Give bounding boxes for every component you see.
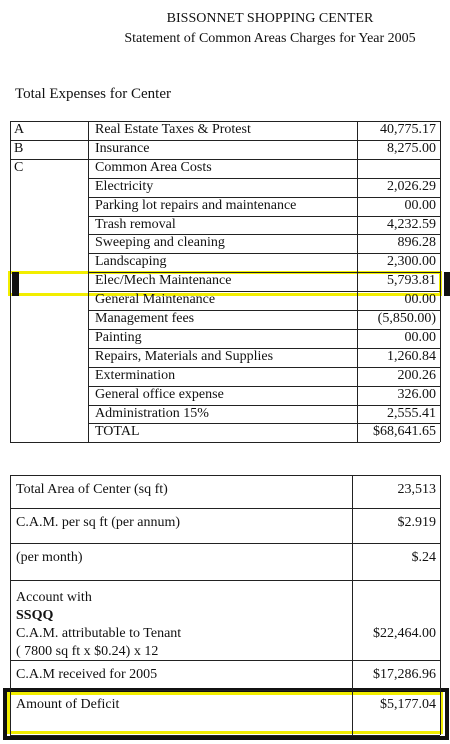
item-cell: Administration 15% — [95, 405, 209, 421]
label-cell: SSQQ — [16, 608, 54, 623]
doc-subtitle: Statement of Common Areas Charges for Ye… — [124, 31, 416, 46]
label-cell: C.A.M. attributable to Tenant — [16, 626, 182, 641]
amount-cell: $2.919 — [397, 515, 437, 530]
label-cell: ( 7800 sq ft x $0.24) x 12 — [16, 644, 159, 659]
rule — [357, 121, 358, 443]
rule — [88, 347, 440, 349]
amount-cell: 1,260.84 — [387, 348, 436, 364]
rule — [88, 139, 440, 141]
rule — [10, 121, 11, 443]
rule — [88, 385, 440, 387]
item-cell: Repairs, Materials and Supplies — [95, 348, 274, 364]
amount-cell: $22,464.00 — [373, 626, 436, 641]
amount-cell: 8,275.00 — [387, 140, 436, 156]
rule — [10, 690, 440, 691]
rule — [88, 272, 440, 274]
amount-cell: $68,641.65 — [373, 424, 436, 440]
amount-cell: 23,513 — [397, 482, 437, 497]
amount-cell: $5,177.04 — [380, 697, 436, 712]
amount-cell: 5,793.81 — [387, 273, 436, 289]
rule — [10, 442, 88, 444]
amount-cell: 326.00 — [397, 386, 437, 402]
rule — [88, 121, 89, 443]
rule — [10, 139, 88, 141]
rule — [10, 580, 440, 581]
rule — [88, 158, 440, 160]
item-cell: Elec/Mech Maintenance — [95, 273, 232, 289]
rule — [88, 442, 440, 444]
rule — [440, 475, 441, 735]
label-cell: C.A.M. per sq ft (per annum) — [16, 515, 181, 530]
rule — [88, 234, 440, 236]
amount-cell: 2,300.00 — [387, 254, 436, 270]
rule — [352, 475, 353, 735]
item-cell: Painting — [95, 329, 142, 345]
item-cell: General office expense — [95, 386, 224, 402]
rule — [88, 291, 440, 293]
rule — [88, 404, 440, 406]
amount-cell: 00.00 — [404, 329, 437, 345]
item-cell: Landscaping — [95, 254, 167, 270]
item-cell: Common Area Costs — [95, 159, 212, 175]
amount-cell: 896.28 — [397, 235, 437, 251]
item-cell: Trash removal — [95, 216, 176, 232]
amount-cell: 00.00 — [404, 292, 437, 308]
amount-cell: $.24 — [411, 550, 437, 565]
rule — [88, 253, 440, 255]
label-cell: (per month) — [16, 550, 83, 565]
amount-cell: (5,850.00) — [377, 311, 436, 326]
rule — [88, 215, 440, 217]
item-cell: Insurance — [95, 140, 150, 156]
rule — [88, 423, 440, 425]
item-cell: Management fees — [95, 311, 195, 326]
rule — [10, 158, 88, 160]
amount-cell: 00.00 — [404, 197, 437, 213]
marker — [12, 272, 19, 296]
section-title: Total Expenses for Center — [15, 86, 171, 102]
rule — [88, 177, 440, 179]
label-cell: Account with — [16, 590, 92, 605]
code-cell: A — [14, 122, 25, 137]
code-cell: B — [14, 140, 24, 156]
amount-cell: 200.26 — [397, 367, 437, 383]
rule — [440, 121, 441, 443]
label-cell: Total Area of Center (sq ft) — [16, 482, 168, 497]
label-cell: C.A.M received for 2005 — [16, 667, 158, 682]
item-cell: Parking lot repairs and maintenance — [95, 197, 297, 213]
rule — [10, 475, 11, 735]
rule — [88, 328, 440, 330]
item-cell: General Maintenance — [95, 292, 216, 308]
rule — [10, 735, 440, 736]
item-cell: Extermination — [95, 367, 176, 383]
rule — [10, 121, 440, 122]
amount-cell: 2,026.29 — [387, 178, 436, 194]
doc-title: BISSONNET SHOPPING CENTER — [166, 11, 374, 26]
highlight-box — [7, 692, 443, 734]
rule — [10, 543, 440, 544]
rule — [88, 366, 440, 368]
rule — [88, 310, 440, 311]
amount-cell: 2,555.41 — [387, 405, 436, 421]
marker — [444, 272, 450, 296]
rule — [10, 508, 440, 509]
item-cell: Sweeping and cleaning — [95, 235, 225, 251]
item-cell: TOTAL — [95, 424, 140, 440]
item-cell: Electricity — [95, 178, 154, 194]
amount-cell: 4,232.59 — [387, 216, 436, 232]
rule — [10, 475, 440, 476]
rule — [88, 196, 440, 198]
code-cell: C — [14, 159, 24, 175]
amount-cell: $17,286.96 — [373, 667, 436, 682]
rule — [10, 660, 440, 661]
item-cell: Real Estate Taxes & Protest — [95, 122, 251, 137]
amount-cell: 40,775.17 — [380, 122, 436, 137]
label-cell: Amount of Deficit — [16, 697, 120, 712]
